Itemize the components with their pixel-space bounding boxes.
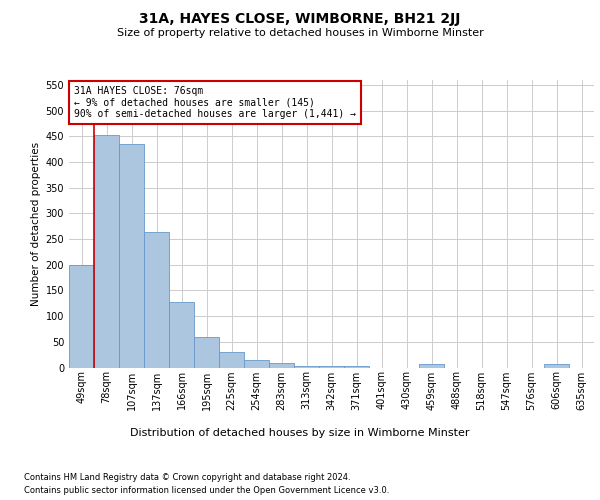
Bar <box>144 232 169 368</box>
Text: 31A HAYES CLOSE: 76sqm
← 9% of detached houses are smaller (145)
90% of semi-det: 31A HAYES CLOSE: 76sqm ← 9% of detached … <box>74 86 356 119</box>
Bar <box>219 352 244 368</box>
Bar <box>419 364 444 368</box>
Text: Contains public sector information licensed under the Open Government Licence v3: Contains public sector information licen… <box>24 486 389 495</box>
Bar <box>244 360 269 368</box>
Bar <box>294 366 319 368</box>
Text: Contains HM Land Registry data © Crown copyright and database right 2024.: Contains HM Land Registry data © Crown c… <box>24 472 350 482</box>
Bar <box>544 364 569 368</box>
Bar <box>169 302 194 368</box>
Text: Size of property relative to detached houses in Wimborne Minster: Size of property relative to detached ho… <box>116 28 484 38</box>
Text: Distribution of detached houses by size in Wimborne Minster: Distribution of detached houses by size … <box>130 428 470 438</box>
Bar <box>194 336 219 368</box>
Bar <box>119 144 144 368</box>
Bar <box>269 364 294 368</box>
Bar <box>344 366 369 368</box>
Text: 31A, HAYES CLOSE, WIMBORNE, BH21 2JJ: 31A, HAYES CLOSE, WIMBORNE, BH21 2JJ <box>139 12 461 26</box>
Bar <box>319 366 344 368</box>
Bar <box>69 265 94 368</box>
Y-axis label: Number of detached properties: Number of detached properties <box>31 142 41 306</box>
Bar <box>94 136 119 368</box>
